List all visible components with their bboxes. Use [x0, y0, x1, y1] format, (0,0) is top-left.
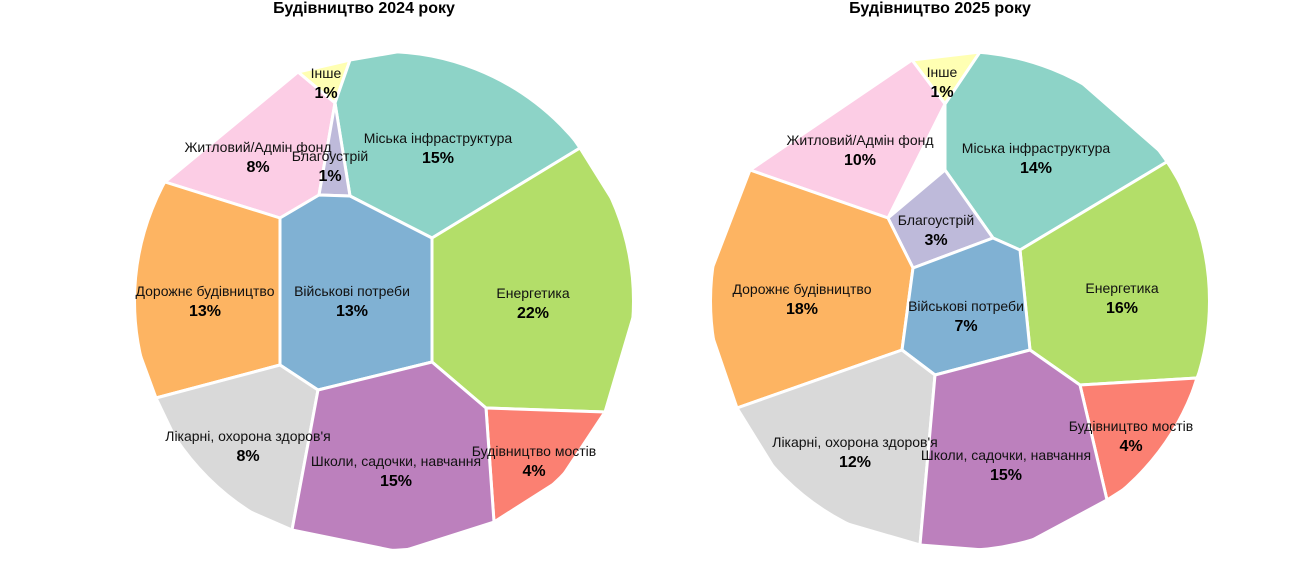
cell-label-військові-потреби: Військові потреби: [294, 283, 410, 299]
chart-outline: [134, 51, 634, 551]
cell-value-міська-інфраструктура: 14%: [1020, 160, 1052, 177]
cell-value-військові-потреби: 13%: [336, 303, 368, 320]
voronoi-chart-2025: Інше 1% Житловий/Адмін фонд 10% Міська інфра…: [710, 51, 1210, 551]
cell-label-міська-інфраструктура: Міська інфраструктура: [962, 140, 1111, 156]
cell-label-будівництво-мостів: Будівництво мостів: [472, 443, 596, 459]
chart-title-2024: Будівництво 2024 року: [273, 0, 455, 17]
cell-школи-садочки-навчання: [290, 360, 496, 550]
chart-title-2025: Будівництво 2025 року: [849, 0, 1031, 17]
cell-value-житловий-адмін-фонд: 10%: [844, 152, 876, 169]
cell-value-будівництво-мостів: 4%: [522, 463, 545, 480]
cell-value-енергетика: 22%: [517, 305, 549, 322]
cell-школи-садочки-навчання: [918, 348, 1109, 550]
voronoi-cells: [135, 52, 633, 550]
cell-value-лікарні-охорона-здоров-я: 8%: [236, 448, 259, 465]
cell-label-військові-потреби: Військові потреби: [908, 298, 1024, 314]
cell-label-енергетика: Енергетика: [496, 285, 569, 301]
cell-value-інше: 1%: [314, 85, 337, 102]
cell-label-інше: Інше: [311, 65, 342, 81]
chart-outline: [710, 51, 1210, 551]
cell-label-благоустрій: Благоустрій: [292, 148, 368, 164]
cell-value-дорожнє-будівництво: 18%: [786, 301, 818, 318]
cell-value-міська-інфраструктура: 15%: [422, 150, 454, 167]
cell-value-благоустрій: 1%: [318, 168, 341, 185]
cell-label-міська-інфраструктура: Міська інфраструктура: [364, 130, 513, 146]
cell-label-благоустрій: Благоустрій: [898, 212, 974, 228]
cell-label-житловий-адмін-фонд: Житловий/Адмін фонд: [185, 139, 332, 155]
cell-value-благоустрій: 3%: [924, 232, 947, 249]
cell-value-школи-садочки-навчання: 15%: [380, 473, 412, 490]
cell-label-енергетика: Енергетика: [1085, 280, 1158, 296]
cell-label-лікарні-охорона-здоров-я: Лікарні, охорона здоров'я: [165, 428, 331, 444]
cell-value-будівництво-мостів: 4%: [1119, 438, 1142, 455]
cell-value-енергетика: 16%: [1106, 300, 1138, 317]
cell-label-інше: Інше: [927, 64, 958, 80]
cell-label-дорожнє-будівництво: Дорожнє будівництво: [733, 281, 872, 297]
cell-label-житловий-адмін-фонд: Житловий/Адмін фонд: [787, 132, 934, 148]
voronoi-labels: Інше 1% Міська інфраструктура 15% Житловий/А…: [136, 65, 597, 490]
cell-value-школи-садочки-навчання: 15%: [990, 467, 1022, 484]
cell-label-школи-садочки-навчання: Школи, садочки, навчання: [921, 447, 1091, 463]
cell-value-лікарні-охорона-здоров-я: 12%: [839, 454, 871, 471]
voronoi-cells: [711, 52, 1209, 550]
cell-value-житловий-адмін-фонд: 8%: [246, 159, 269, 176]
cell-value-військові-потреби: 7%: [954, 318, 977, 335]
cell-value-інше: 1%: [930, 84, 953, 101]
cell-label-дорожнє-будівництво: Дорожнє будівництво: [136, 283, 275, 299]
voronoi-labels: Інше 1% Житловий/Адмін фонд 10% Міська інфра…: [733, 64, 1194, 484]
cell-value-дорожнє-будівництво: 13%: [189, 303, 221, 320]
cell-label-школи-садочки-навчання: Школи, садочки, навчання: [311, 453, 481, 469]
cell-label-лікарні-охорона-здоров-я: Лікарні, охорона здоров'я: [772, 434, 938, 450]
voronoi-chart-2024: Інше 1% Міська інфраструктура 15% Житловий/А…: [134, 51, 634, 551]
cell-label-будівництво-мостів: Будівництво мостів: [1069, 418, 1193, 434]
